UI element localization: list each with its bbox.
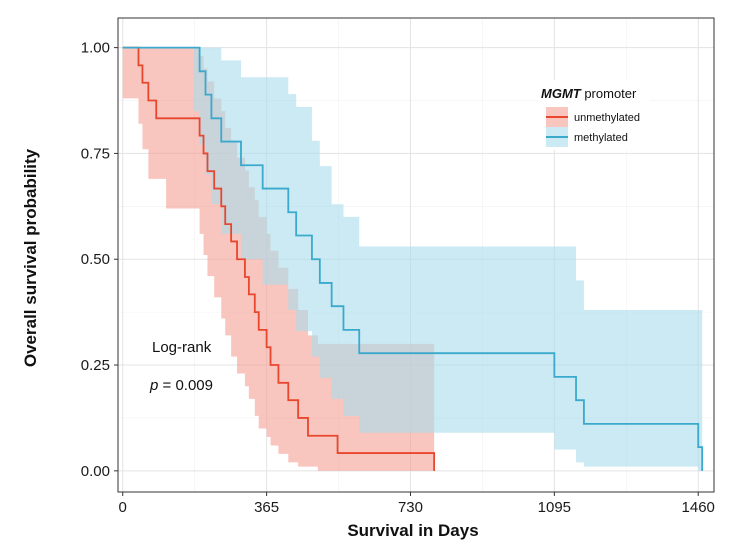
x-tick-label-3: 1095 <box>538 499 571 516</box>
p-value: = 0.009 <box>158 377 213 394</box>
p-value-annotation: p = 0.009 <box>149 377 213 394</box>
confidence-bands <box>122 47 703 471</box>
x-tick-label-1: 365 <box>254 499 279 516</box>
p-symbol: p <box>149 377 158 394</box>
y-tick-label-0: 0.00 <box>81 463 110 480</box>
legend-item-methylated: methylated <box>546 127 628 147</box>
x-tick-label-0: 0 <box>119 499 127 516</box>
legend-label-unmethylated: unmethylated <box>574 112 640 124</box>
legend-label-methylated: methylated <box>574 132 628 144</box>
y-axis: 0.00 0.25 0.50 0.75 1.00 <box>81 40 118 480</box>
survival-curves <box>122 46 704 471</box>
plot-panel <box>117 17 715 493</box>
y-tick-label-4: 1.00 <box>81 40 110 57</box>
survival-curve-unmethylated <box>122 46 436 471</box>
legend-title: MGMT promoter <box>541 86 637 101</box>
ci-band-methylated <box>122 47 703 471</box>
x-axis: 0 365 730 1095 1460 <box>119 492 715 516</box>
x-axis-title: Survival in Days <box>347 521 478 540</box>
y-tick-label-2: 0.50 <box>81 251 110 268</box>
legend-item-unmethylated: unmethylated <box>546 107 640 127</box>
legend: MGMT promoter unmethylated methylated <box>538 80 650 150</box>
survival-curve-methylated <box>122 46 704 471</box>
test-name-annotation: Log-rank <box>152 339 212 356</box>
legend-title-gene: MGMT <box>541 86 582 101</box>
y-tick-label-3: 0.75 <box>81 145 110 162</box>
legend-title-rest: promoter <box>581 86 637 101</box>
y-axis-title: Overall survival probability <box>21 148 40 367</box>
x-tick-label-4: 1460 <box>682 499 715 516</box>
x-tick-label-2: 730 <box>398 499 423 516</box>
y-tick-label-1: 0.25 <box>81 357 110 374</box>
